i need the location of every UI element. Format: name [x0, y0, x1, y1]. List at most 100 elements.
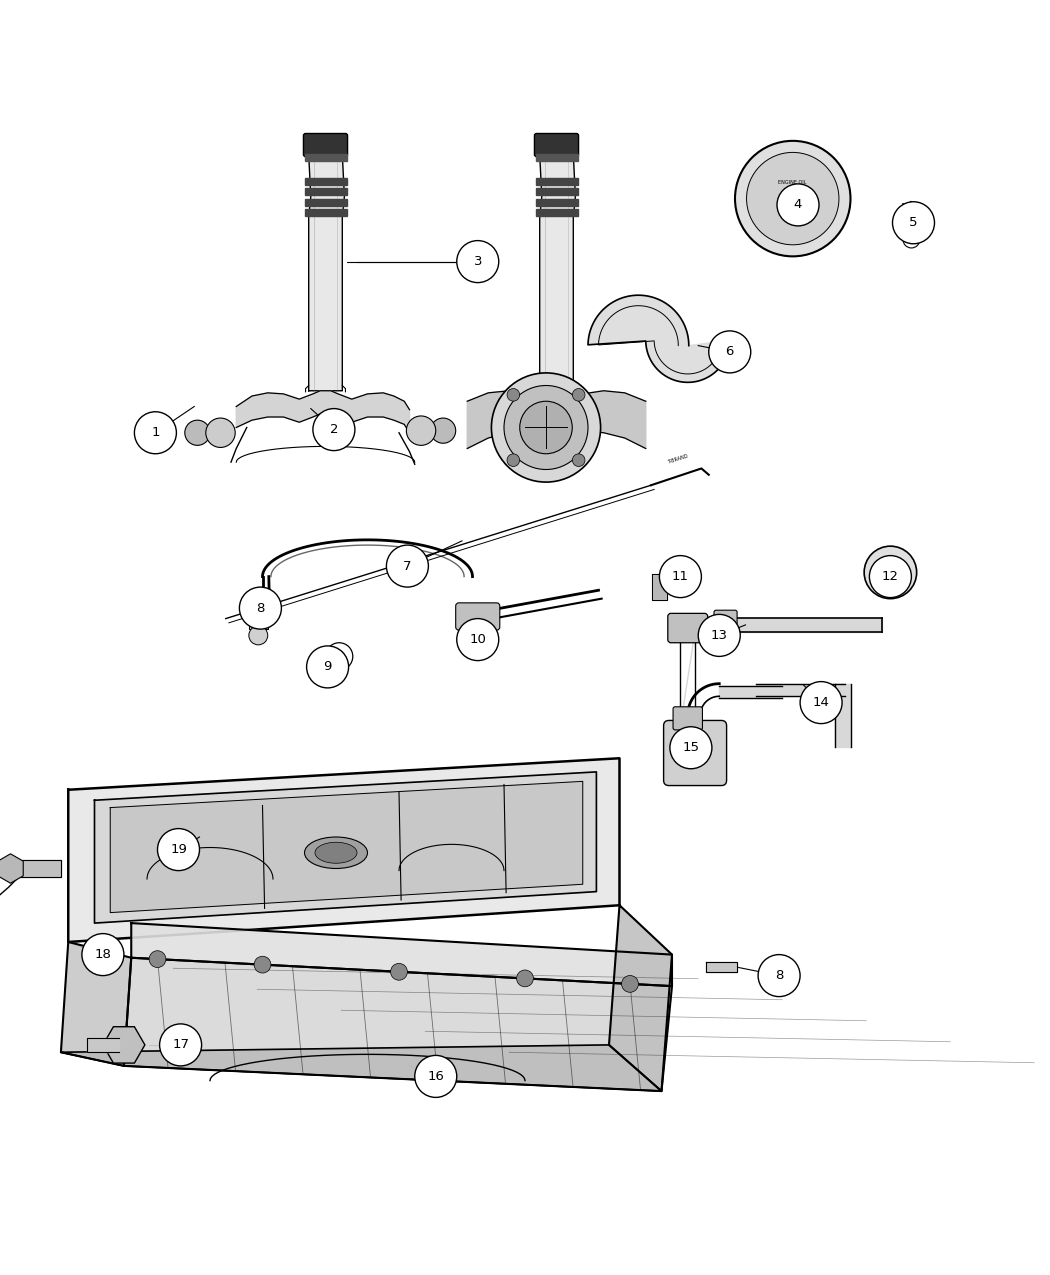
- Polygon shape: [304, 189, 347, 195]
- Polygon shape: [200, 426, 218, 439]
- Polygon shape: [87, 1038, 119, 1052]
- Circle shape: [415, 1056, 457, 1098]
- Circle shape: [892, 201, 934, 244]
- Circle shape: [747, 153, 839, 245]
- Polygon shape: [304, 177, 347, 185]
- Circle shape: [134, 412, 176, 454]
- Circle shape: [239, 586, 281, 629]
- Circle shape: [406, 416, 436, 445]
- Polygon shape: [536, 154, 578, 161]
- Circle shape: [457, 241, 499, 283]
- Polygon shape: [467, 390, 646, 449]
- Ellipse shape: [304, 836, 368, 868]
- Circle shape: [507, 454, 520, 467]
- FancyBboxPatch shape: [668, 613, 708, 643]
- Text: 2: 2: [330, 423, 338, 436]
- Polygon shape: [609, 905, 672, 1091]
- Circle shape: [504, 385, 588, 469]
- Circle shape: [334, 652, 344, 662]
- Polygon shape: [536, 199, 578, 207]
- Circle shape: [517, 970, 533, 987]
- Circle shape: [572, 454, 585, 467]
- Polygon shape: [236, 390, 410, 432]
- Polygon shape: [131, 923, 672, 986]
- Polygon shape: [536, 189, 578, 195]
- Circle shape: [869, 556, 911, 598]
- Circle shape: [307, 646, 349, 688]
- Text: ENGINE OIL: ENGINE OIL: [778, 180, 807, 185]
- Polygon shape: [420, 425, 439, 437]
- Polygon shape: [304, 209, 347, 217]
- Circle shape: [735, 140, 851, 256]
- Circle shape: [777, 184, 819, 226]
- Polygon shape: [719, 686, 782, 699]
- FancyBboxPatch shape: [456, 603, 500, 630]
- Text: 16: 16: [427, 1070, 444, 1082]
- FancyBboxPatch shape: [303, 134, 348, 157]
- Polygon shape: [94, 771, 596, 923]
- Circle shape: [313, 408, 355, 450]
- Circle shape: [670, 727, 712, 769]
- Polygon shape: [536, 177, 578, 185]
- Text: T-BRAND: T-BRAND: [667, 454, 689, 465]
- Polygon shape: [61, 1046, 661, 1091]
- Polygon shape: [304, 154, 347, 161]
- Circle shape: [386, 546, 428, 587]
- Ellipse shape: [315, 843, 357, 863]
- Text: 8: 8: [775, 969, 783, 982]
- Polygon shape: [536, 209, 578, 217]
- Circle shape: [622, 975, 638, 992]
- Circle shape: [326, 643, 353, 671]
- Text: SAE 5W-20: SAE 5W-20: [780, 193, 805, 196]
- Text: 9: 9: [323, 660, 332, 673]
- Text: 1: 1: [151, 426, 160, 440]
- Text: 19: 19: [170, 843, 187, 856]
- Polygon shape: [680, 631, 695, 725]
- Text: 4: 4: [794, 199, 802, 212]
- Polygon shape: [540, 154, 575, 390]
- Circle shape: [572, 389, 585, 402]
- Text: 13: 13: [711, 629, 728, 641]
- Polygon shape: [249, 608, 268, 629]
- Circle shape: [507, 389, 520, 402]
- Polygon shape: [19, 861, 61, 877]
- Text: 7: 7: [403, 560, 412, 572]
- FancyBboxPatch shape: [534, 134, 579, 157]
- Circle shape: [520, 402, 572, 454]
- Circle shape: [659, 556, 701, 598]
- Polygon shape: [110, 782, 583, 913]
- Polygon shape: [835, 683, 850, 747]
- Polygon shape: [652, 575, 667, 599]
- Polygon shape: [304, 199, 347, 207]
- Circle shape: [254, 956, 271, 973]
- Circle shape: [800, 682, 842, 724]
- Circle shape: [249, 626, 268, 645]
- Polygon shape: [124, 958, 672, 1091]
- Polygon shape: [309, 154, 344, 390]
- Circle shape: [758, 955, 800, 997]
- Polygon shape: [706, 961, 737, 973]
- Text: 12: 12: [882, 570, 899, 583]
- Text: 17: 17: [172, 1038, 189, 1052]
- Circle shape: [876, 557, 905, 586]
- Text: 6: 6: [726, 346, 734, 358]
- Text: 3: 3: [474, 255, 482, 268]
- Circle shape: [864, 546, 917, 599]
- Circle shape: [457, 618, 499, 660]
- Circle shape: [82, 933, 124, 975]
- Text: 8: 8: [256, 602, 265, 615]
- Circle shape: [206, 418, 235, 448]
- Text: 5: 5: [909, 217, 918, 230]
- Circle shape: [149, 951, 166, 968]
- Text: 15: 15: [682, 741, 699, 755]
- FancyBboxPatch shape: [664, 720, 727, 785]
- FancyBboxPatch shape: [714, 611, 737, 640]
- Circle shape: [158, 829, 200, 871]
- Circle shape: [160, 1024, 202, 1066]
- Text: 14: 14: [813, 696, 830, 709]
- Circle shape: [709, 332, 751, 372]
- Text: 10: 10: [469, 634, 486, 646]
- Polygon shape: [735, 617, 882, 632]
- Circle shape: [491, 372, 601, 482]
- Text: 11: 11: [672, 570, 689, 583]
